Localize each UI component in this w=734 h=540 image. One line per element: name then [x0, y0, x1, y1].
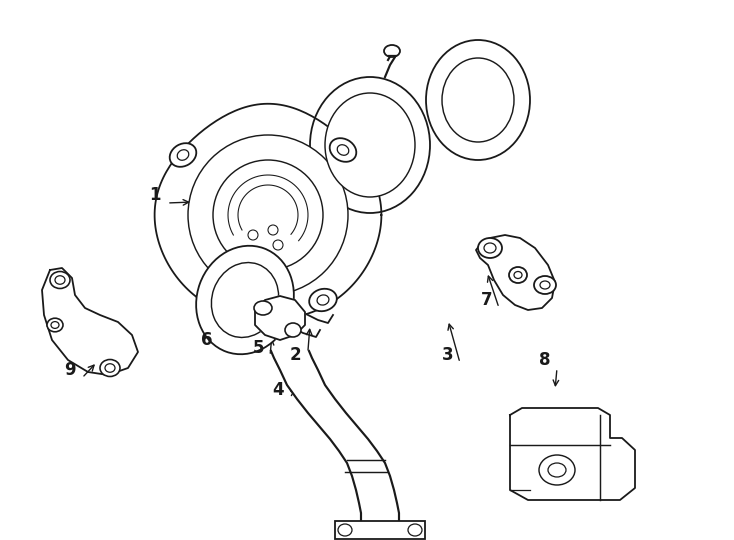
Ellipse shape — [100, 360, 120, 376]
Text: 3: 3 — [442, 346, 454, 364]
Ellipse shape — [196, 246, 294, 354]
Circle shape — [213, 160, 323, 270]
Ellipse shape — [408, 524, 422, 536]
Polygon shape — [155, 104, 382, 320]
Bar — [335, 521, 425, 539]
Polygon shape — [42, 268, 138, 375]
Text: 4: 4 — [272, 381, 284, 399]
Ellipse shape — [47, 318, 63, 332]
Ellipse shape — [317, 295, 329, 305]
Ellipse shape — [170, 143, 196, 167]
Ellipse shape — [310, 77, 430, 213]
Text: 2: 2 — [289, 346, 301, 364]
Ellipse shape — [50, 272, 70, 288]
Ellipse shape — [337, 145, 349, 156]
Ellipse shape — [509, 267, 527, 283]
Text: 8: 8 — [539, 351, 550, 369]
Ellipse shape — [309, 289, 337, 311]
Ellipse shape — [478, 238, 502, 258]
Ellipse shape — [177, 150, 189, 160]
Ellipse shape — [539, 455, 575, 485]
Ellipse shape — [338, 524, 352, 536]
Ellipse shape — [211, 262, 279, 338]
Text: 9: 9 — [64, 361, 76, 379]
Polygon shape — [510, 408, 635, 500]
Ellipse shape — [55, 276, 65, 284]
Ellipse shape — [207, 295, 219, 305]
Ellipse shape — [268, 225, 278, 235]
Ellipse shape — [51, 322, 59, 328]
Ellipse shape — [248, 230, 258, 240]
Ellipse shape — [514, 272, 522, 279]
Ellipse shape — [199, 289, 227, 311]
Text: 1: 1 — [149, 186, 161, 204]
Ellipse shape — [254, 301, 272, 315]
Ellipse shape — [540, 281, 550, 289]
Ellipse shape — [442, 58, 514, 142]
Polygon shape — [255, 296, 305, 340]
Ellipse shape — [384, 45, 400, 57]
Ellipse shape — [285, 323, 301, 337]
Text: 5: 5 — [252, 339, 264, 357]
Ellipse shape — [484, 243, 496, 253]
Polygon shape — [271, 351, 399, 520]
Ellipse shape — [426, 40, 530, 160]
Ellipse shape — [534, 276, 556, 294]
Ellipse shape — [273, 240, 283, 250]
Ellipse shape — [325, 93, 415, 197]
Text: 6: 6 — [201, 331, 213, 349]
Polygon shape — [476, 235, 555, 310]
Text: 7: 7 — [482, 291, 493, 309]
Ellipse shape — [548, 463, 566, 477]
Ellipse shape — [330, 138, 356, 162]
Ellipse shape — [105, 364, 115, 372]
Circle shape — [188, 135, 348, 295]
